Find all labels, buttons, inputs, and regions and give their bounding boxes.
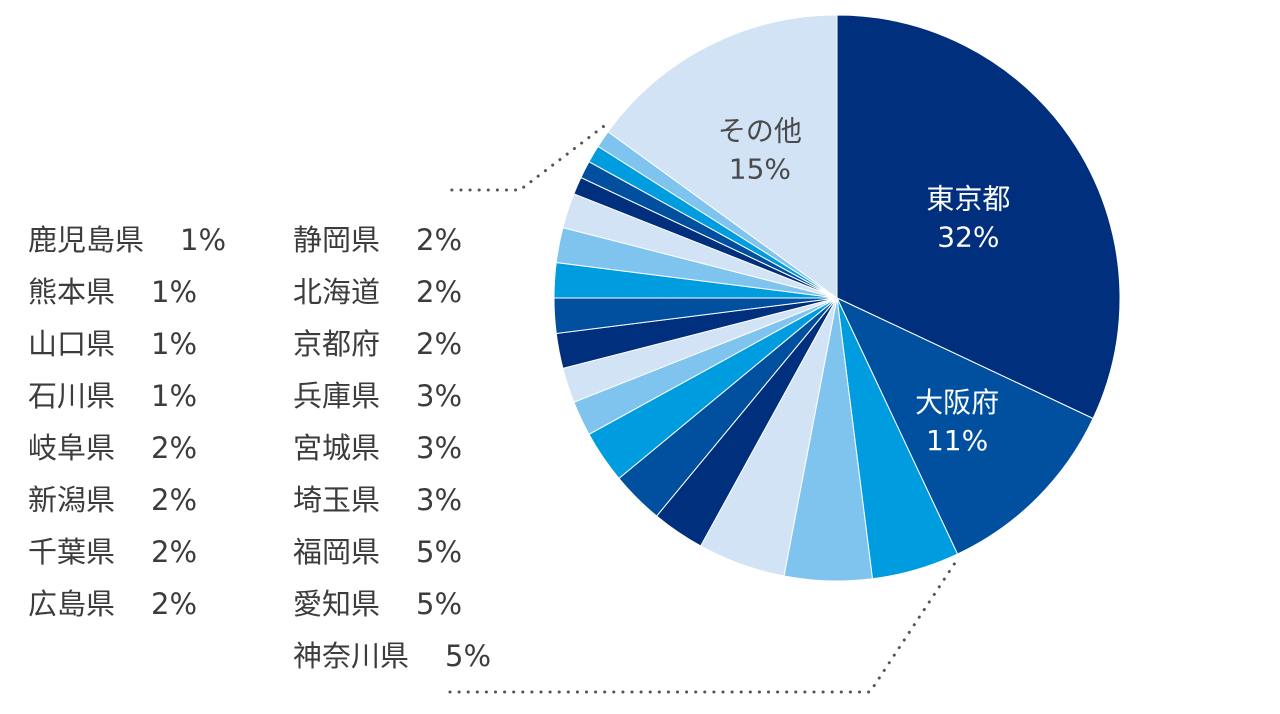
legend-item-value: 5%: [445, 639, 492, 673]
legend-item-name: 千葉県: [28, 535, 116, 569]
legend-item-name: 宮城県: [293, 431, 381, 465]
legend-item-value: 1%: [151, 275, 198, 309]
pie-slice: [835, 296, 1094, 555]
legend-column-left: 鹿児島県 1% 熊本県 1% 山口県 1% 石川県 1% 岐阜県 2% 新潟県 2% 千葉県 2% 広島県 2…: [28, 218, 226, 634]
leader-line: [444, 125, 605, 192]
slice-value-label: 15%: [729, 153, 791, 186]
legend-item: 宮城県 3%: [293, 426, 491, 478]
legend-item-value: 2%: [151, 587, 198, 621]
legend-item: 埼玉県 3%: [293, 478, 491, 530]
legend-item: 京都府 2%: [293, 322, 491, 374]
legend-item-name: 埼玉県: [293, 483, 381, 517]
legend-item: 千葉県 2%: [28, 530, 226, 582]
legend-item: 福岡県 5%: [293, 530, 491, 582]
leader-line: [444, 562, 956, 694]
legend-item-name: 兵庫県: [293, 379, 381, 413]
legend-item-name: 石川県: [28, 379, 116, 413]
slice-value-label: 32%: [937, 221, 999, 254]
pie-labels: 東京都 32% 大阪府 11% その他 15%: [718, 115, 1011, 457]
legend-item-name: 新潟県: [28, 483, 116, 517]
legend-item-name: 愛知県: [293, 587, 381, 621]
legend-item: 静岡県 2%: [293, 218, 491, 270]
legend-item-name: 鹿児島県: [28, 223, 145, 257]
legend-item: 愛知県 5%: [293, 582, 491, 634]
legend-item-value: 1%: [180, 223, 227, 257]
legend-item-value: 3%: [416, 431, 463, 465]
legend-item-name: 岐阜県: [28, 431, 116, 465]
legend-item-value: 3%: [416, 379, 463, 413]
legend-item-value: 2%: [151, 483, 198, 517]
legend-item-value: 1%: [151, 327, 198, 361]
legend-item: 北海道 2%: [293, 270, 491, 322]
legend-item: 鹿児島県 1%: [28, 218, 226, 270]
legend-item: 兵庫県 3%: [293, 374, 491, 426]
legend-item: 山口県 1%: [28, 322, 226, 374]
legend-item-value: 2%: [151, 431, 198, 465]
legend-item-name: 静岡県: [293, 223, 381, 257]
legend-item-name: 北海道: [293, 275, 381, 309]
slice-label: その他: [718, 115, 802, 148]
slice-value-label: 11%: [926, 424, 988, 457]
legend-item: 岐阜県 2%: [28, 426, 226, 478]
legend-item-name: 熊本県: [28, 275, 116, 309]
legend-item-name: 京都府: [293, 327, 381, 361]
legend-item: 新潟県 2%: [28, 478, 226, 530]
legend-item-value: 2%: [416, 223, 463, 257]
slice-label: 東京都: [926, 183, 1010, 216]
leader-lines: [444, 125, 956, 694]
legend-item: 神奈川県 5%: [293, 634, 491, 686]
legend-item-name: 神奈川県: [293, 639, 410, 673]
slice-label: 大阪府: [915, 386, 999, 419]
legend-item: 広島県 2%: [28, 582, 226, 634]
legend-item-name: 福岡県: [293, 535, 381, 569]
legend-item-value: 5%: [416, 535, 463, 569]
pie-slice: [836, 14, 1121, 420]
legend-item-value: 5%: [416, 587, 463, 621]
pie-slice: [607, 14, 838, 299]
legend-item-value: 3%: [416, 483, 463, 517]
legend-column-right: 静岡県 2% 北海道 2% 京都府 2% 兵庫県 3% 宮城県 3% 埼玉県 3% 福岡県 5% 愛知県 5%…: [293, 218, 491, 686]
legend-item: 石川県 1%: [28, 374, 226, 426]
legend-item-value: 1%: [151, 379, 198, 413]
legend-item: 熊本県 1%: [28, 270, 226, 322]
legend-item-value: 2%: [416, 275, 463, 309]
legend-item-name: 山口県: [28, 327, 116, 361]
legend-item-value: 2%: [151, 535, 198, 569]
pie-slices: [553, 14, 1121, 582]
legend-item-value: 2%: [416, 327, 463, 361]
legend-item-name: 広島県: [28, 587, 116, 621]
